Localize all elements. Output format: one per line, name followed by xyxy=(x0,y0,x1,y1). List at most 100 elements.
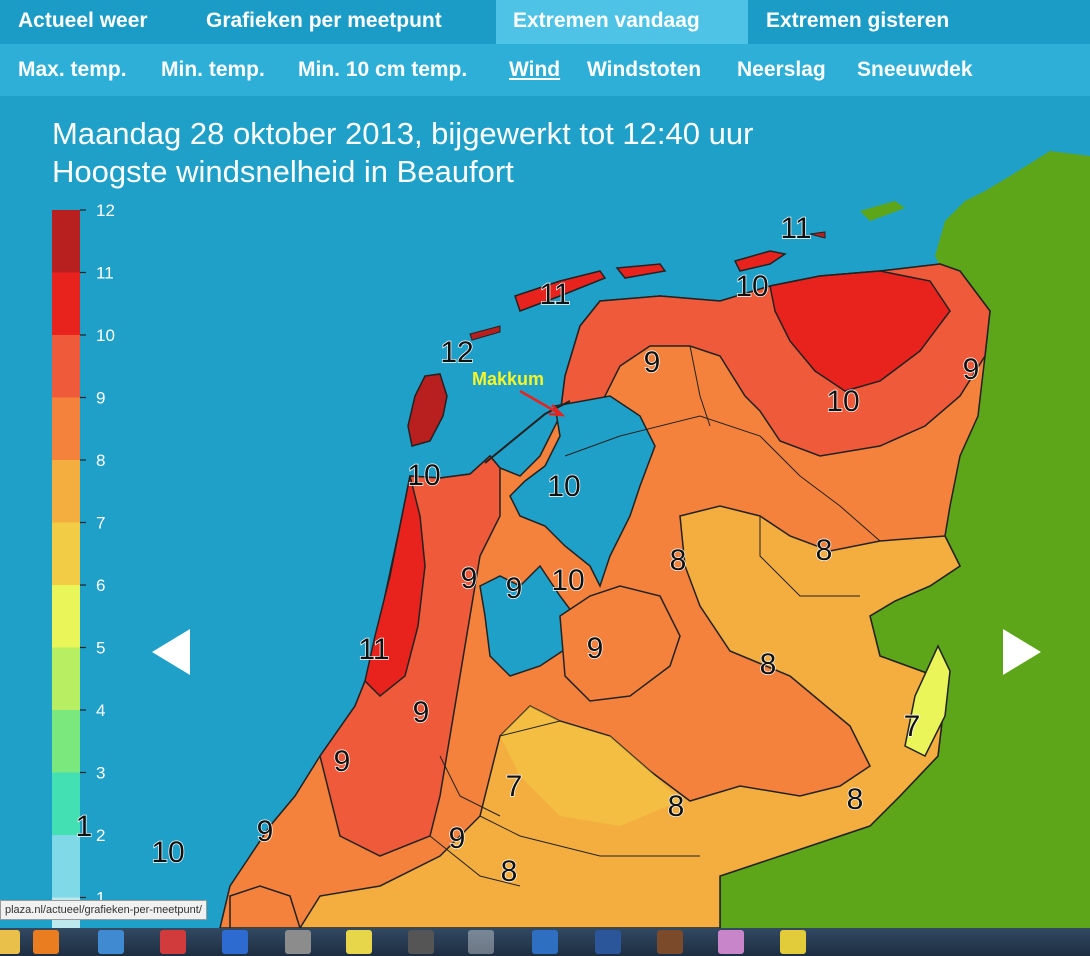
nap-icon[interactable] xyxy=(346,930,372,954)
afsluitdijk xyxy=(484,400,571,464)
contour-label: 11 xyxy=(539,278,570,311)
pin-icon[interactable] xyxy=(657,930,683,954)
flevoland xyxy=(559,585,681,702)
tab-extremen-vandaag[interactable]: Extremen vandaag xyxy=(496,0,748,44)
status-url: plaza.nl/actueel/grafieken-per-meetpunt/ xyxy=(0,900,207,920)
gear-icon[interactable] xyxy=(780,930,806,954)
legend-tick-label: 8 xyxy=(96,451,105,470)
legend-tick-label: 6 xyxy=(96,576,105,595)
contour-label: 8 xyxy=(501,855,518,888)
legend-tick-label: 11 xyxy=(96,264,114,283)
paint-icon[interactable] xyxy=(718,930,744,954)
network-icon[interactable] xyxy=(222,930,248,954)
folder-icon[interactable] xyxy=(0,930,20,954)
rottumeroog-island xyxy=(809,231,826,239)
contour-label: 8 xyxy=(847,783,864,816)
word-icon[interactable] xyxy=(595,930,621,954)
contour-label: 10 xyxy=(735,270,768,303)
legend-cell xyxy=(52,772,80,835)
contour-label: 10 xyxy=(826,385,859,418)
subtab-windstoten[interactable]: Windstoten xyxy=(587,58,702,81)
nl-zone-bft8 xyxy=(299,505,961,928)
subtab-min-10cm-temp[interactable]: Min. 10 cm temp. xyxy=(298,58,468,81)
contour-label: 10 xyxy=(151,836,184,869)
contour-label: 10 xyxy=(547,470,580,503)
contour-label: 12 xyxy=(440,336,473,369)
legend-cell xyxy=(52,647,80,710)
legend-tick-label: 2 xyxy=(96,826,105,845)
makkum-label: Makkum xyxy=(472,369,544,389)
media-player-icon[interactable] xyxy=(33,930,59,954)
contour-label: 8 xyxy=(816,534,833,567)
terschelling-island xyxy=(514,270,607,312)
vlieland-island xyxy=(469,325,501,341)
sub-nav: Max. temp. Min. temp. Min. 10 cm temp. W… xyxy=(0,44,1090,96)
subtab-sneeuwdek[interactable]: Sneeuwdek xyxy=(857,58,973,81)
map-title-line2: Hoogste windsnelheid in Beaufort xyxy=(52,154,514,189)
contour-label: 9 xyxy=(413,696,430,729)
outlook-icon[interactable] xyxy=(532,930,558,954)
subtab-max-temp[interactable]: Max. temp. xyxy=(18,58,127,81)
legend-tick-label: 1 xyxy=(96,889,105,908)
internet-explorer-icon[interactable] xyxy=(468,930,494,954)
tab-extremen-gisteren[interactable]: Extremen gisteren xyxy=(766,9,950,32)
left-arrow-icon[interactable] xyxy=(152,629,190,675)
contour-label: 11 xyxy=(780,212,811,245)
ameland-island xyxy=(615,263,667,279)
legend-cell xyxy=(52,335,80,398)
subtab-wind[interactable]: Wind xyxy=(509,58,561,81)
contour-label: 9 xyxy=(506,572,523,605)
legend-cell xyxy=(52,460,80,523)
contour-label: 9 xyxy=(461,562,478,595)
makkum-arrow xyxy=(519,389,561,416)
delta-islands xyxy=(229,885,301,928)
legend-cell xyxy=(52,522,80,585)
contour-label: 11 xyxy=(358,633,389,666)
contour-label: 10 xyxy=(551,564,584,597)
wind-map: 12 11 10 9 8 7 6 5 4 3 2 1 Maandag 28 oktober 2013,… xyxy=(0,96,1090,928)
nl-zone-bft11-groningen xyxy=(769,270,951,392)
legend-cell xyxy=(52,835,80,898)
contour-label: 1 xyxy=(76,810,93,843)
texel-island xyxy=(407,373,448,447)
tab-actueel-weer[interactable]: Actueel weer xyxy=(18,9,148,32)
legend-cell xyxy=(52,210,80,273)
legend-tick-label: 9 xyxy=(96,389,105,408)
legend-tick-label: 12 xyxy=(96,201,115,220)
contour-label: 10 xyxy=(407,459,440,492)
subtab-min-temp[interactable]: Min. temp. xyxy=(161,58,265,81)
tab-grafieken-per-meetpunt[interactable]: Grafieken per meetpunt xyxy=(206,9,442,32)
legend-cell xyxy=(52,272,80,335)
contour-label: 9 xyxy=(257,815,274,848)
schiermonnikoog-island xyxy=(733,250,787,272)
contour-label: 7 xyxy=(506,770,523,803)
contour-label: 8 xyxy=(670,544,687,577)
nl-zone-bft7-east xyxy=(904,644,951,758)
contour-label: 8 xyxy=(668,790,685,823)
borkum-island xyxy=(860,201,905,221)
right-arrow-icon[interactable] xyxy=(1003,629,1041,675)
contour-label: 9 xyxy=(449,822,466,855)
legend-cell xyxy=(52,397,80,460)
contour-label: 9 xyxy=(587,632,604,665)
legend-tick-label: 7 xyxy=(96,514,105,533)
taskbar xyxy=(0,928,1090,956)
film-icon[interactable] xyxy=(408,930,434,954)
province-borders xyxy=(429,345,881,887)
speaker-icon[interactable] xyxy=(285,930,311,954)
subtab-neerslag[interactable]: Neerslag xyxy=(737,58,826,81)
contour-label: 7 xyxy=(904,710,921,743)
contour-label: 9 xyxy=(644,346,661,379)
legend-tick-label: 3 xyxy=(96,764,105,783)
contour-label: 8 xyxy=(760,648,777,681)
legend-tick-label: 4 xyxy=(96,701,105,720)
ijsselmeer-water xyxy=(509,395,656,588)
main-nav: Actueel weer Grafieken per meetpunt Extr… xyxy=(0,0,1090,44)
redirect-icon[interactable] xyxy=(160,930,186,954)
contour-label: 9 xyxy=(334,745,351,778)
globe-icon[interactable] xyxy=(98,930,124,954)
map-title-line1: Maandag 28 oktober 2013, bijgewerkt tot … xyxy=(52,116,753,151)
